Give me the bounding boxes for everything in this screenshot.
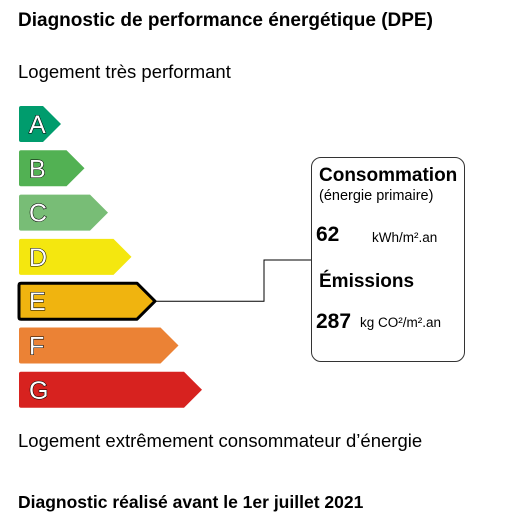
energy-class-bar-c	[19, 194, 108, 231]
energy-class-e: E	[17, 281, 157, 321]
top-scale-label: Logement très performant	[18, 61, 231, 82]
energy-class-bar-b	[19, 150, 85, 187]
energy-class-bar-f	[19, 327, 179, 364]
consumption-subtitle: (énergie primaire)	[319, 188, 434, 204]
energy-class-letter-d: D	[29, 244, 47, 272]
emissions-unit: kg CO²/m².an	[360, 315, 442, 330]
energy-class-g: G	[19, 371, 202, 408]
energy-class-letter-e: E	[29, 288, 46, 316]
energy-class-letter-b: B	[29, 155, 46, 183]
energy-class-letter-f: F	[29, 333, 44, 361]
energy-class-bar-g	[19, 371, 202, 408]
energy-class-bar-a	[19, 106, 61, 142]
consumption-unit: kWh/m².an	[372, 230, 438, 245]
energy-class-bar-e	[17, 281, 157, 321]
energy-class-letter-c: C	[29, 200, 47, 228]
energy-class-d: D	[19, 238, 132, 275]
energy-class-f: F	[19, 327, 179, 364]
current-class-connector	[155, 259, 311, 302]
energy-class-letter-a: A	[29, 111, 46, 139]
dpe-title: Diagnostic de performance énergétique (D…	[18, 10, 433, 31]
energy-class-b: B	[19, 150, 85, 187]
bottom-scale-label: Logement extrêmement consommateur d’éner…	[18, 430, 423, 451]
emissions-value: 287	[316, 310, 352, 333]
consumption-value: 62	[316, 223, 340, 246]
consumption-heading: Consommation	[319, 165, 458, 186]
footer-note: Diagnostic réalisé avant le 1er juillet …	[18, 492, 364, 512]
energy-class-c: C	[19, 194, 108, 231]
emissions-heading: Émissions	[319, 271, 415, 292]
energy-class-letter-g: G	[29, 377, 48, 405]
energy-class-a: A	[19, 106, 61, 142]
energy-class-bar-d	[19, 238, 132, 275]
info-box: Consommation (énergie primaire) 62 kWh/m…	[311, 157, 465, 362]
